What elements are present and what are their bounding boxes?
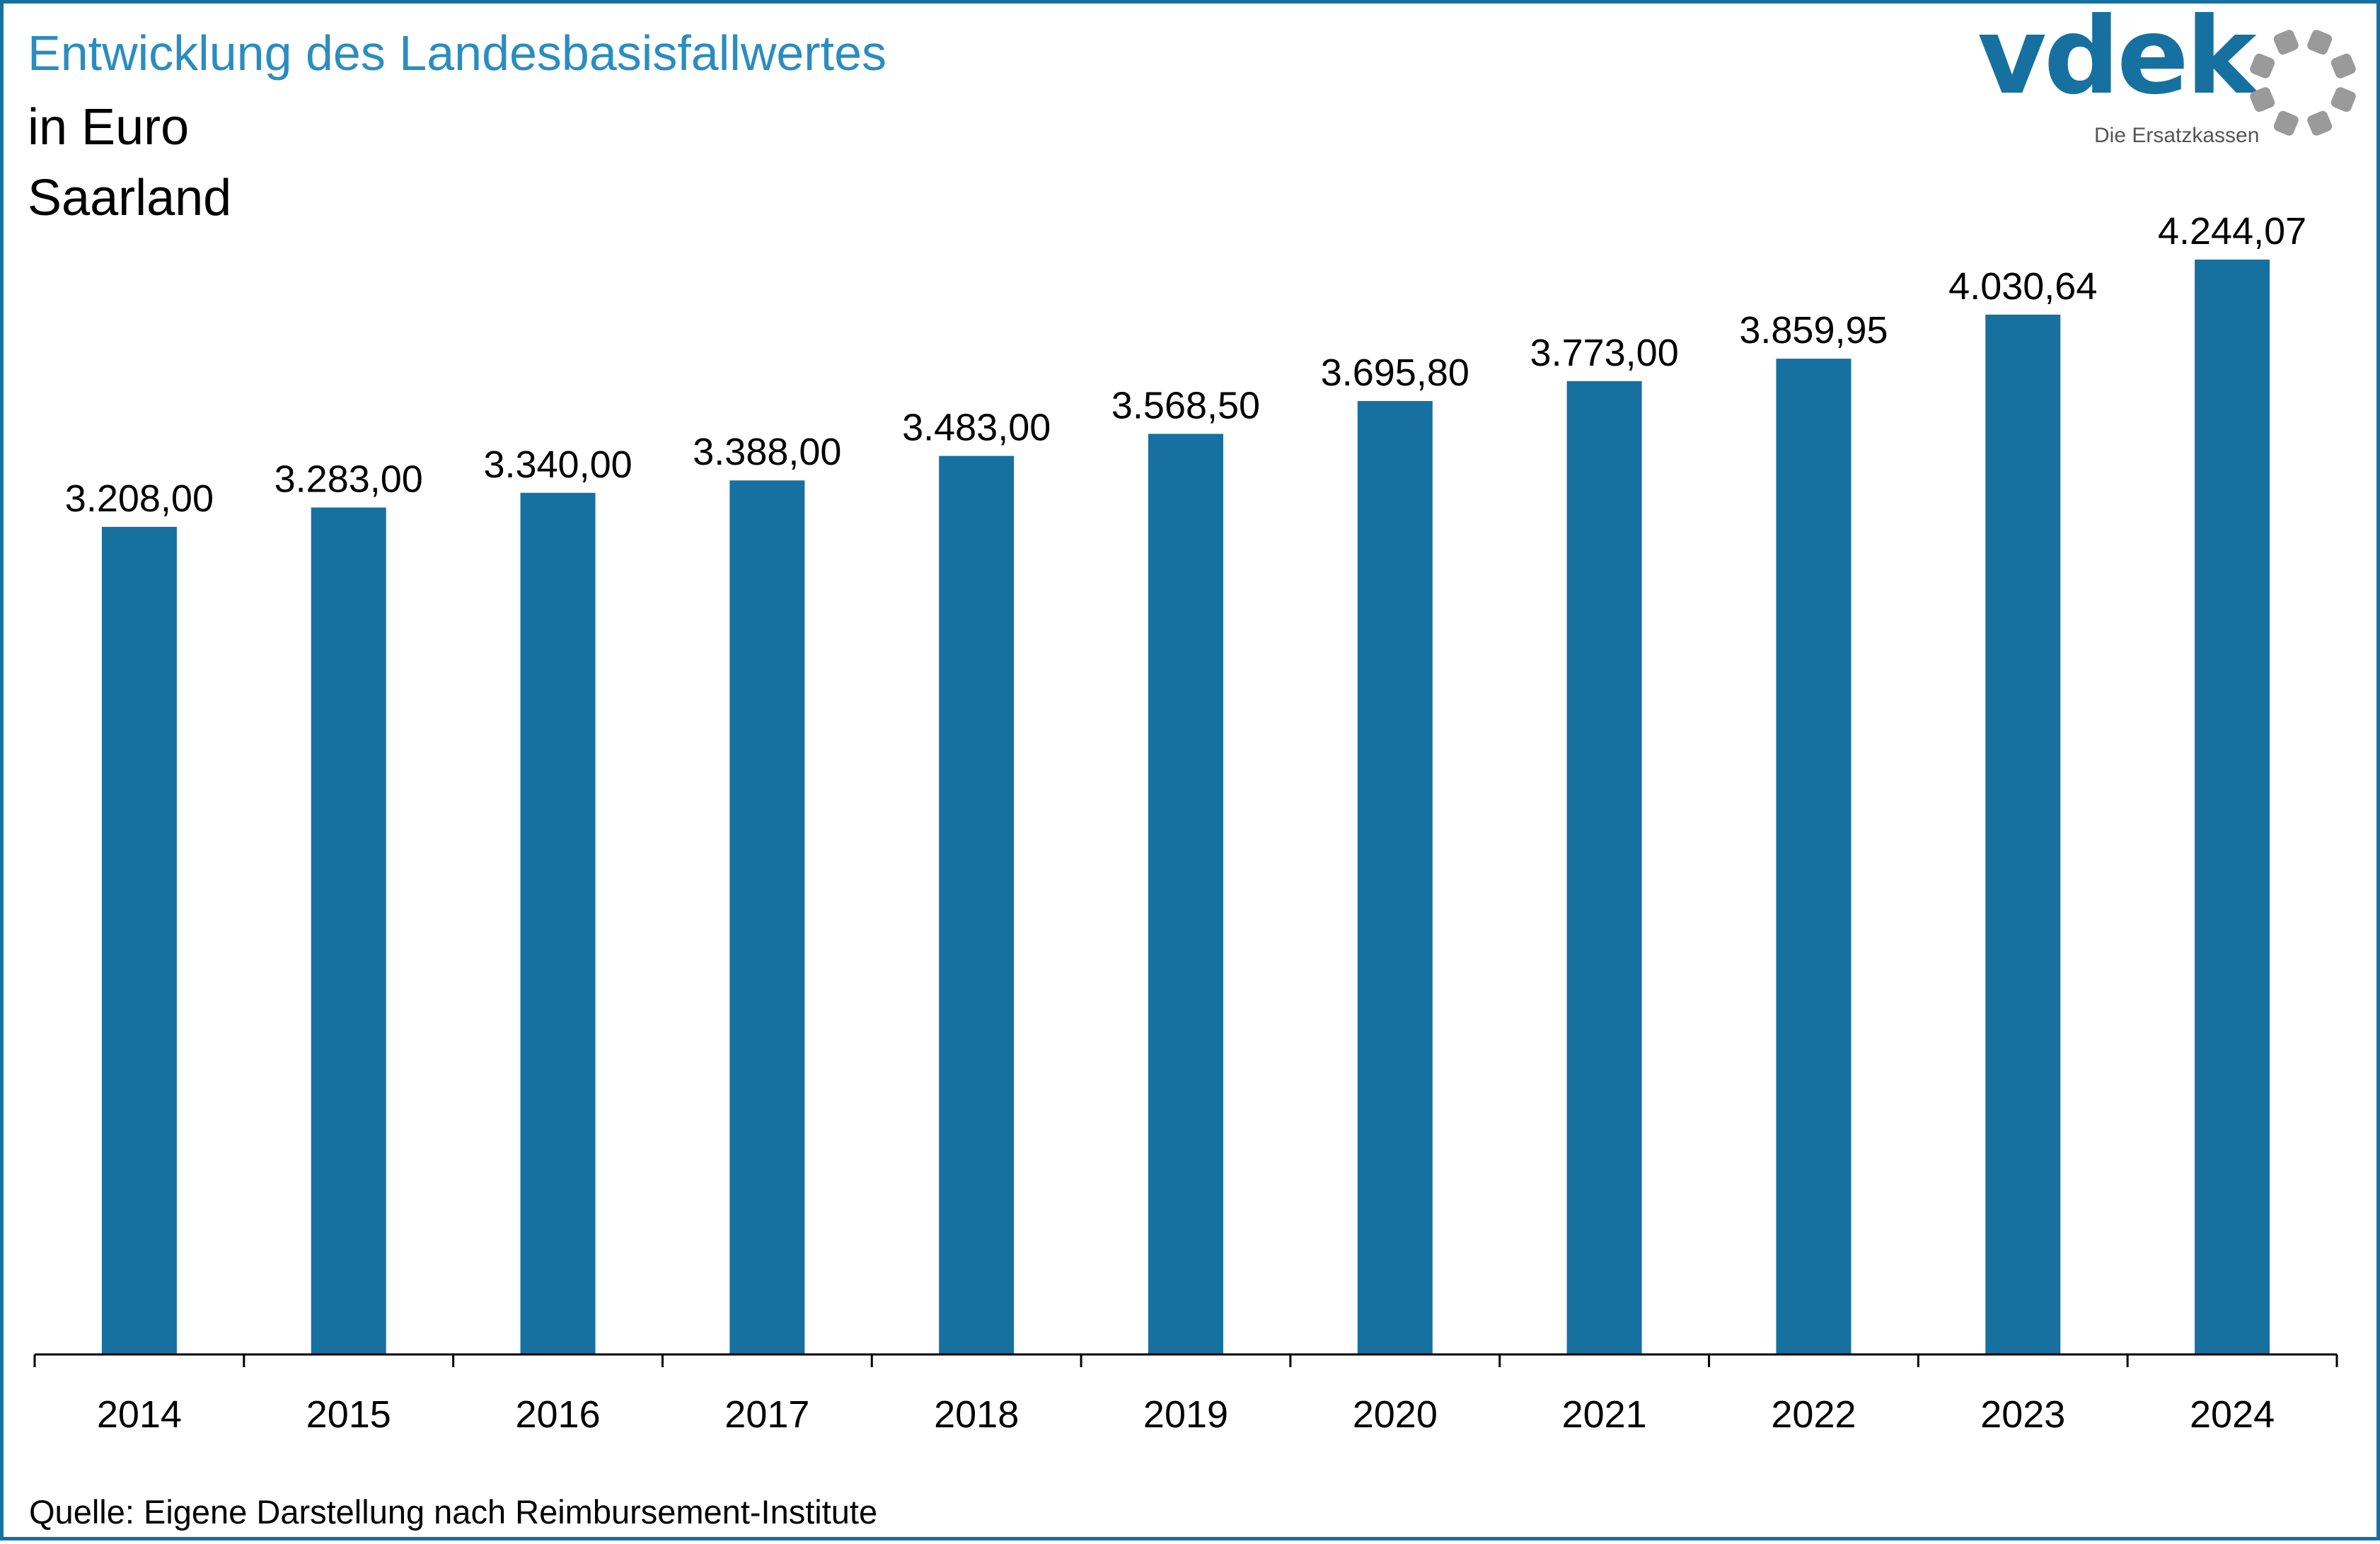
x-tick-label-2014: 2014 [97, 1393, 182, 1436]
data-label-2023: 4.030,64 [1948, 265, 2097, 308]
chart-subtitle-unit: in Euro [28, 99, 190, 156]
x-tick-label-2021: 2021 [1562, 1393, 1647, 1436]
bar-2020 [1357, 400, 1433, 1355]
logo-dot [2307, 30, 2333, 55]
x-tick-label-2015: 2015 [306, 1393, 391, 1436]
x-tick-label-2018: 2018 [934, 1393, 1019, 1436]
x-tick-label-2024: 2024 [2190, 1393, 2275, 1436]
bar-2018 [939, 455, 1015, 1354]
data-label-2015: 3.283,00 [275, 458, 423, 501]
data-label-2024: 4.244,07 [2158, 210, 2306, 253]
x-tick-label-2020: 2020 [1353, 1393, 1438, 1436]
bar-2015 [311, 507, 386, 1355]
bar-2023 [1985, 314, 2061, 1354]
bar-chart: 3.208,00 3.283,00 3.340,00 3.388,00 3.483,00… [33, 210, 2338, 1436]
data-labels: 3.208,00 3.283,00 3.340,00 3.388,00 3.483,00… [65, 210, 2306, 520]
data-label-2016: 3.340,00 [483, 443, 632, 486]
ring-of-dots-icon [2250, 30, 2356, 136]
x-tick-label-2016: 2016 [515, 1393, 600, 1436]
logo-dot [2330, 53, 2356, 79]
bar-2016 [520, 492, 596, 1354]
logo-dot [2307, 110, 2333, 136]
x-tick-label-2019: 2019 [1143, 1393, 1228, 1436]
data-label-2020: 3.695,80 [1321, 352, 1469, 394]
vdek-logo: vdek Die Ersatzkassen [1970, 4, 2367, 153]
bar-2022 [1776, 359, 1852, 1354]
data-label-2019: 3.568,50 [1111, 384, 1260, 426]
logo-dot [2273, 110, 2299, 136]
x-tick-labels: 2014 2015 2016 2017 2018 2019 2020 2021 2022 2023… [97, 1393, 2275, 1436]
bar-series [101, 260, 2270, 1355]
x-tick-label-2023: 2023 [1980, 1393, 2065, 1436]
logo-dot [2330, 87, 2356, 112]
data-label-2022: 3.859,95 [1739, 309, 1888, 352]
x-tick-label-2017: 2017 [724, 1393, 809, 1436]
logo-tagline: Die Ersatzkassen [2094, 124, 2260, 147]
bar-2019 [1148, 434, 1223, 1354]
data-label-2021: 3.773,00 [1530, 332, 1679, 374]
data-label-2014: 3.208,00 [65, 477, 214, 520]
source-note: Quelle: Eigene Darstellung nach Reimburs… [29, 1493, 878, 1531]
logo-dot [2250, 87, 2275, 112]
chart-title: Entwicklung des Landesbasisfallwertes [28, 25, 886, 81]
chart-subtitle-region: Saarland [28, 170, 232, 226]
x-axis-ticks [33, 1354, 2338, 1367]
data-label-2017: 3.388,00 [693, 431, 841, 473]
bar-2014 [101, 526, 177, 1354]
bar-2021 [1566, 381, 1642, 1354]
bar-2024 [2195, 260, 2270, 1354]
logo-wordmark: vdek [1977, 0, 2257, 118]
data-label-2018: 3.483,00 [902, 407, 1051, 449]
bar-2017 [729, 480, 805, 1354]
x-tick-label-2022: 2022 [1771, 1393, 1856, 1436]
logo-dot [2273, 30, 2299, 55]
logo-dot [2250, 53, 2275, 79]
